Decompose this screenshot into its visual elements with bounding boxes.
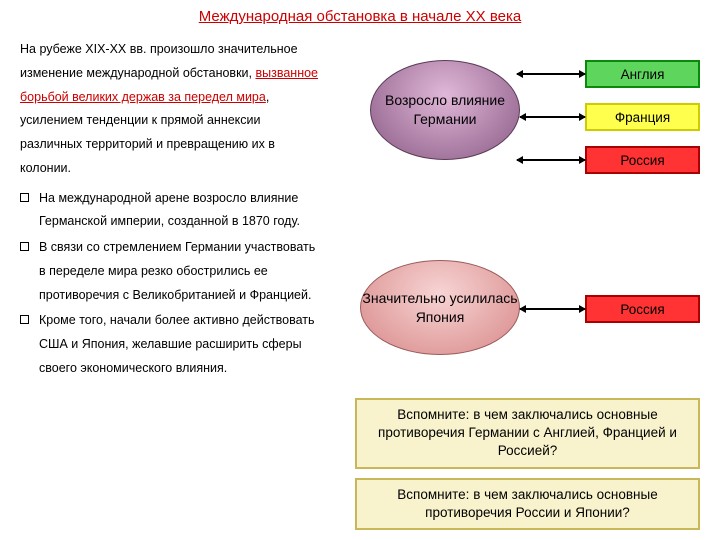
germany-ellipse: Возросло влияние Германии [370,60,520,160]
left-column: На рубеже XIX-XX вв. произошло значитель… [20,38,320,383]
bullet-text: В связи со стремлением Германии участвов… [39,236,320,307]
ellipse-label: Значительно усилилась Япония [361,289,519,327]
question-text: Вспомните: в чем заключались основные пр… [378,407,677,458]
question-box-1: Вспомните: в чем заключались основные пр… [355,398,700,469]
question-box-2: Вспомните: в чем заключались основные пр… [355,478,700,530]
arrow-icon [517,73,585,75]
country-box-russia: Россия [585,146,700,174]
bullet-icon [20,242,29,251]
country-label: Англия [621,67,665,82]
bullet-text: На международной арене возросло влияние … [39,187,320,235]
arrow-icon [517,159,585,161]
page-title: Международная обстановка в начале XX век… [0,0,720,25]
country-label: Россия [620,302,664,317]
country-label: Франция [615,110,670,125]
arrow-icon [520,116,585,118]
list-item: На международной арене возросло влияние … [20,187,320,235]
ellipse-label: Возросло влияние Германии [371,91,519,129]
list-item: Кроме того, начали более активно действо… [20,309,320,380]
country-box-england: Англия [585,60,700,88]
country-box-france: Франция [585,103,700,131]
intro-paragraph: На рубеже XIX-XX вв. произошло значитель… [20,38,320,181]
bullet-text: Кроме того, начали более активно действо… [39,309,320,380]
bullet-icon [20,315,29,324]
country-label: Россия [620,153,664,168]
list-item: В связи со стремлением Германии участвов… [20,236,320,307]
question-text: Вспомните: в чем заключались основные пр… [397,487,657,520]
bullet-list: На международной арене возросло влияние … [20,187,320,381]
japan-ellipse: Значительно усилилась Япония [360,260,520,355]
country-box-russia-2: Россия [585,295,700,323]
bullet-icon [20,193,29,202]
arrow-icon [520,308,585,310]
